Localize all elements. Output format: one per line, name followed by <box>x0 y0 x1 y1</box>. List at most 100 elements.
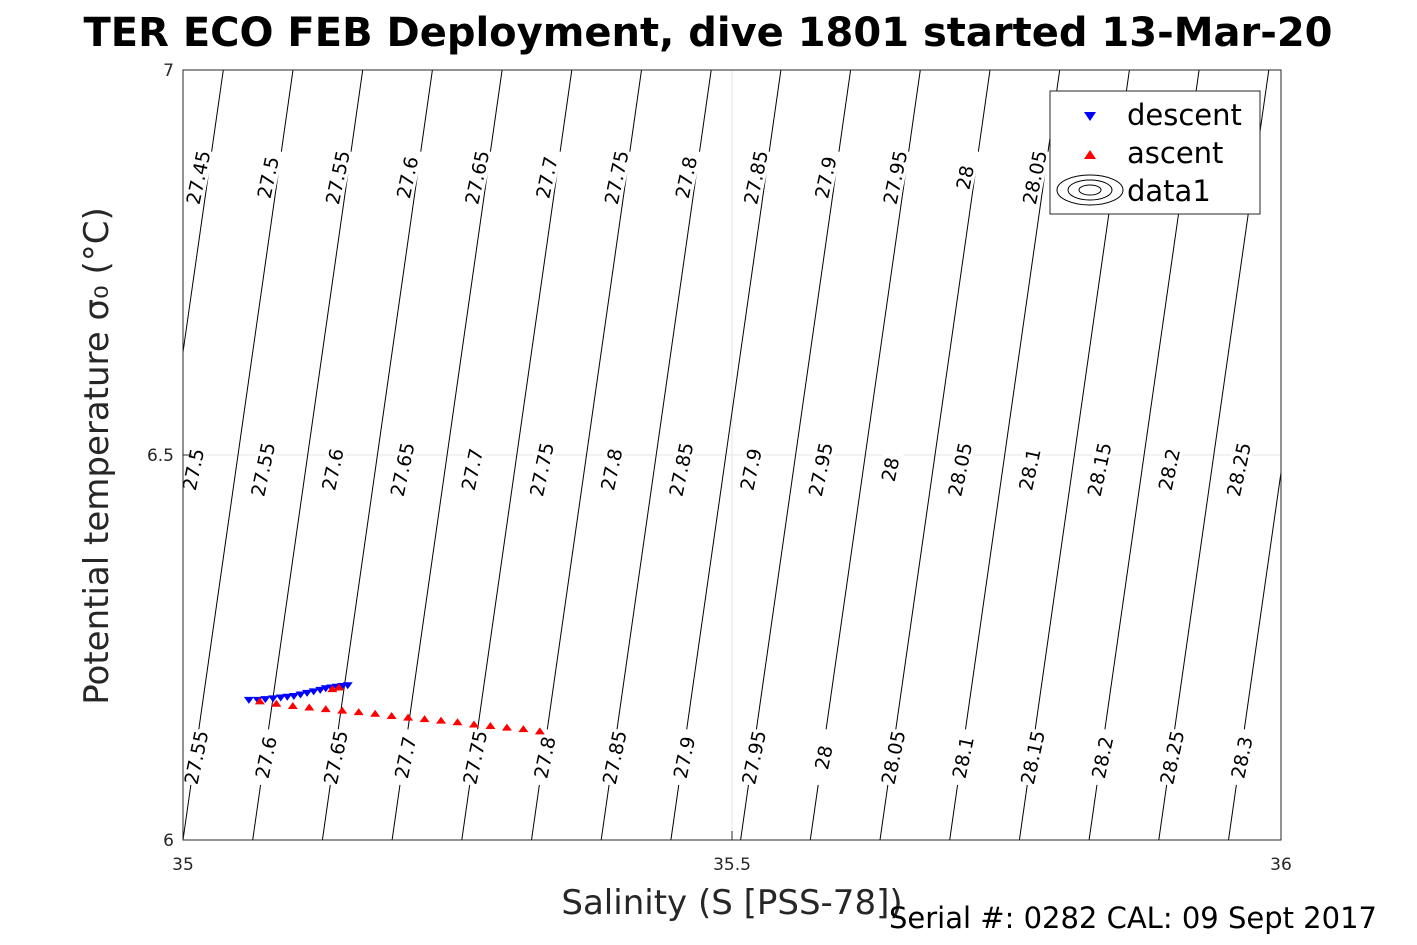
ascent-point <box>403 713 414 721</box>
y-tick-label: 7 <box>163 61 174 81</box>
ascent-point <box>419 715 430 723</box>
ascent-point <box>333 683 344 691</box>
ascent-point <box>370 709 381 717</box>
contour-label-bg <box>735 439 767 499</box>
data-series <box>243 682 545 735</box>
contour-label-bg <box>1013 439 1046 499</box>
contour-label-bg <box>391 147 423 207</box>
descent-point <box>342 682 353 690</box>
contour-label-bg <box>528 727 561 787</box>
legend-descent-label: descent <box>1127 98 1242 132</box>
legend-contour-label: data1 <box>1127 174 1211 208</box>
ascent-point <box>436 716 447 724</box>
legend-box <box>1049 90 1261 215</box>
isopycnal-line <box>461 70 573 840</box>
series-ascent <box>254 683 545 735</box>
y-tick-label: 6 <box>163 831 174 851</box>
ascent-point <box>254 697 265 705</box>
isopycnal-line <box>600 70 712 840</box>
isopycnal-line <box>1368 70 1417 840</box>
descent-point <box>288 693 299 701</box>
contour-label-bg <box>809 147 841 207</box>
serial-cal-footer: Serial #: 0282 CAL: 09 Sept 2017 <box>889 901 1377 935</box>
descent-point <box>275 694 286 702</box>
isopycnal-line <box>879 70 991 840</box>
descent-point <box>315 686 326 694</box>
descent-point <box>308 688 319 696</box>
contour-label-bg <box>386 439 418 499</box>
y-axis-label: Potential temperature σ₀ (°C) <box>77 207 117 705</box>
legend[interactable]: descent ascent data1 <box>1049 90 1261 215</box>
chart-title: TER ECO FEB Deployment, dive 1801 starte… <box>83 10 1332 56</box>
isopycnal-line <box>1298 70 1408 840</box>
contour-label-bg <box>949 147 981 207</box>
contour-label-bg <box>874 439 906 499</box>
contour-label-bg <box>389 727 421 787</box>
contour-label-bg <box>525 439 558 499</box>
contour-label-bg <box>456 439 488 499</box>
ascent-point <box>485 722 496 730</box>
contour-label-bg <box>595 439 627 499</box>
contour-label-bg <box>1018 147 1051 207</box>
ascent-point <box>287 702 298 710</box>
contour-label-bg <box>944 439 976 499</box>
ascent-point <box>386 712 397 720</box>
contour-label-bg <box>252 147 284 207</box>
contour-label-bg <box>319 727 352 787</box>
descent-point <box>295 691 306 699</box>
contour-label-bg <box>670 147 702 207</box>
contour-label-bg <box>877 727 909 787</box>
legend-ascent-marker <box>1084 150 1096 159</box>
contour-label-group: 27.5 <box>183 439 209 499</box>
descent-point <box>302 689 313 697</box>
ascent-point <box>327 685 338 693</box>
contour-label-bg <box>316 439 349 499</box>
contour-label-bg <box>459 727 491 787</box>
isopycnal-line <box>252 70 364 840</box>
contour-label-group: 28 <box>949 147 981 207</box>
contour-label-bg <box>668 727 700 787</box>
legend-ascent-label: ascent <box>1127 136 1223 170</box>
x-tick-label: 36 <box>1270 855 1292 875</box>
descent-point <box>260 696 271 704</box>
contour-label-bg <box>183 147 214 207</box>
ascent-point <box>518 725 529 733</box>
ascent-point <box>452 718 463 726</box>
contour-label: 28 <box>811 743 838 771</box>
x-axis-label: Salinity (S [PSS-78]) <box>561 883 902 923</box>
ascent-point <box>337 706 348 714</box>
contour-label-bg <box>247 439 279 499</box>
contour-label-group: 27.7 <box>456 439 488 499</box>
ascent-point <box>271 699 282 707</box>
ascent-point <box>501 723 512 731</box>
y-tick-label: 6.5 <box>147 446 174 466</box>
descent-point <box>282 693 293 701</box>
contour-label: 28 <box>952 163 979 191</box>
contour-label: 28 <box>878 455 905 483</box>
x-tick-label: 35 <box>172 855 194 875</box>
isopycnal-line <box>183 70 224 356</box>
isopycnal-line <box>740 70 852 840</box>
descent-point <box>268 695 279 703</box>
contour-label-bg <box>740 147 772 207</box>
contour-label-bg <box>530 147 563 207</box>
contour-label-bg <box>738 727 770 787</box>
contour-label-bg <box>1222 439 1255 499</box>
isopycnal-line <box>809 70 921 840</box>
contour-label-group: 28 <box>874 439 906 499</box>
ascent-point <box>304 703 315 711</box>
contour-label-bg <box>1086 727 1118 787</box>
isopycnal-line <box>391 70 503 840</box>
ascent-point <box>468 720 479 728</box>
legend-descent-marker <box>1084 112 1096 121</box>
isopycnal-line <box>1228 468 1281 840</box>
isopycnal-line <box>670 70 782 840</box>
ascent-point <box>320 705 331 713</box>
legend-contour-icon <box>1056 174 1124 206</box>
contour-label-bg <box>1083 439 1115 499</box>
contour-label-bg <box>183 439 209 499</box>
ascent-point <box>534 727 545 735</box>
x-tick-label: 35.5 <box>713 855 751 875</box>
